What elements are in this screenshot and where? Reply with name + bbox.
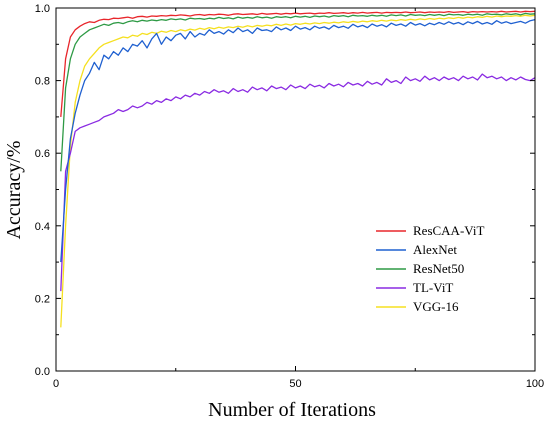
series-line-alexnet (60, 18, 536, 263)
y-tick-label: 0.4 (35, 221, 50, 233)
y-tick-label: 1.0 (35, 3, 50, 15)
series-line-tl-vit (60, 73, 536, 292)
series-layer (60, 10, 536, 328)
y-tick-label: 0.6 (35, 148, 50, 160)
y-tick-label: 0.2 (35, 293, 50, 305)
series-line-resnet50 (60, 12, 536, 172)
x-axis-title: Number of Iterations (208, 399, 376, 421)
legend-label-vgg-16: VGG-16 (413, 299, 459, 314)
y-axis-title: Accuracy/% (3, 141, 25, 240)
x-tick-label: 0 (53, 378, 59, 390)
x-tick-label: 100 (526, 378, 544, 390)
legend-label-resnet50: ResNet50 (413, 261, 464, 276)
legend: ResCAA-ViT AlexNet ResNet50 TL-ViT VGG-16 (376, 223, 484, 314)
legend-label-alexnet: AlexNet (413, 242, 457, 257)
y-tick-label: 0.0 (35, 366, 50, 378)
legend-label-tl-vit: TL-ViT (413, 280, 453, 295)
series-line-rescaa-vit (60, 10, 536, 117)
legend-label-rescaa-vit: ResCAA-ViT (413, 223, 484, 238)
x-tick-label: 50 (289, 378, 301, 390)
series-line-vgg-16 (60, 14, 536, 328)
y-tick-label: 0.8 (35, 76, 50, 88)
axes-layer: 0.0 0.2 0.4 0.6 0.8 1.0 0 50 100 (35, 3, 544, 390)
